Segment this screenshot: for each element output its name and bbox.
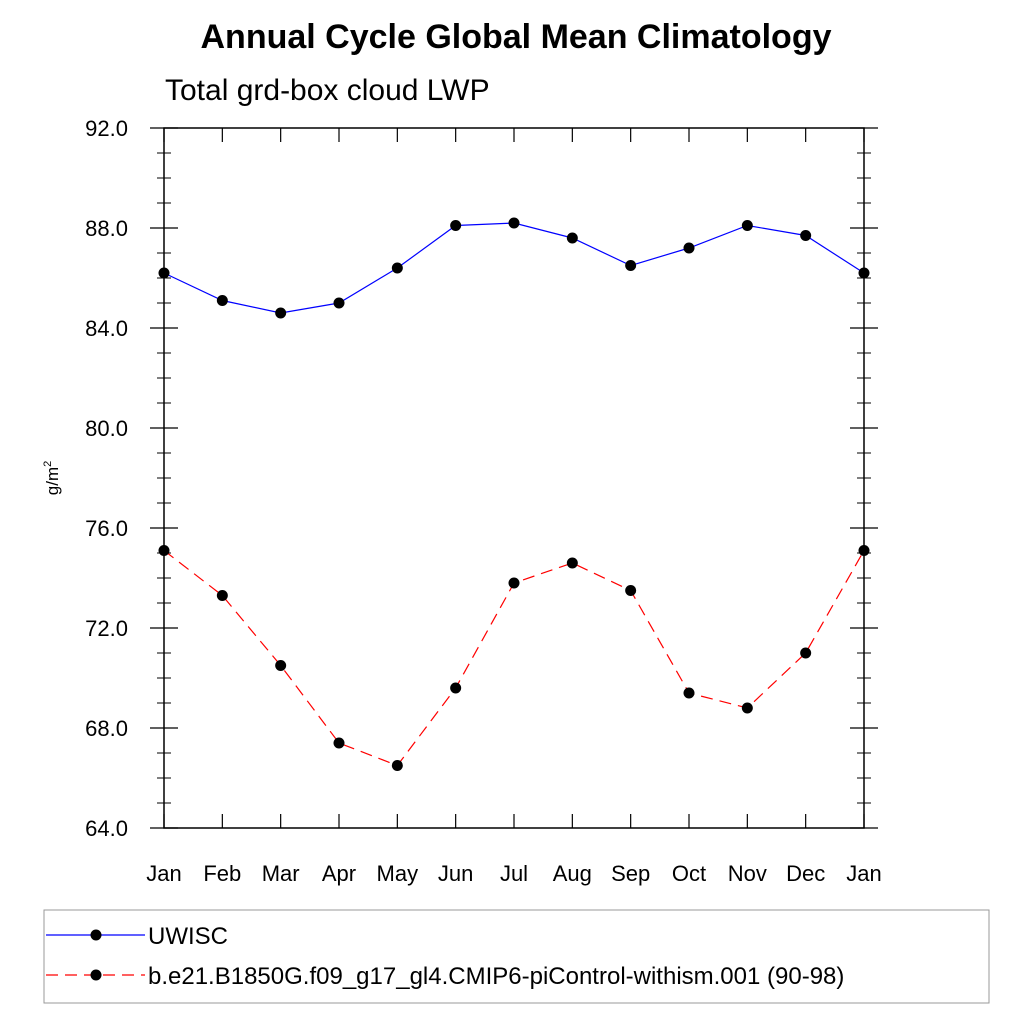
x-tick-label: Jan (146, 861, 181, 886)
data-point (625, 260, 637, 271)
legend-label: b.e21.B1850G.f09_g17_gl4.CMIP6-piControl… (148, 963, 844, 990)
x-tick-label: May (377, 861, 419, 886)
data-point (450, 220, 462, 231)
data-point (391, 262, 403, 274)
data-point (566, 232, 578, 244)
series-line (163, 222, 865, 314)
data-point (800, 230, 812, 241)
y-tick-labels: 64.0 68.0 72.0 76.0 80.0 84.0 88.0 92.0 (85, 116, 128, 841)
data-point (333, 297, 345, 309)
legend-marker (90, 969, 102, 981)
svg-text:g/m2: g/m2 (42, 461, 62, 495)
data-point (450, 682, 462, 694)
chart-title: Annual Cycle Global Mean Climatology (201, 18, 832, 56)
data-point (800, 647, 812, 659)
y-tick-label: 76.0 (85, 516, 128, 541)
y-tick-label: 84.0 (85, 316, 128, 341)
data-point (508, 577, 520, 589)
x-tick-label: Sep (611, 861, 650, 886)
y-tick-label: 88.0 (85, 216, 128, 241)
data-point (275, 660, 287, 671)
data-point (625, 585, 637, 596)
y-tick-label: 64.0 (85, 816, 128, 841)
data-point (275, 307, 287, 319)
y-tick-label: 92.0 (85, 116, 128, 141)
data-point (391, 760, 403, 771)
data-point (508, 217, 520, 229)
data-point (683, 242, 695, 254)
data-point (741, 702, 753, 714)
y-tick-label: 68.0 (85, 716, 128, 741)
series-layer (158, 217, 870, 771)
y-axis-label: g/m2 (42, 461, 62, 495)
data-point (566, 557, 578, 569)
y-tick-label: 72.0 (85, 616, 128, 641)
series-1 (158, 217, 870, 319)
legend-box (43, 909, 990, 1004)
x-tick-labels: Jan Feb Mar Apr May Jun Jul Aug Sep Oct Nov Dec Jan (146, 861, 881, 886)
x-tick-label: Oct (672, 861, 706, 886)
axis-ticks (150, 127, 878, 829)
x-tick-label: Dec (786, 861, 825, 886)
y-axis-label-superscript: 2 (42, 461, 54, 467)
legend-label: UWISC (148, 923, 228, 950)
plot-area (163, 127, 865, 829)
x-tick-label: Nov (728, 861, 767, 886)
x-tick-label: Feb (203, 861, 241, 886)
x-tick-label: Jun (438, 861, 473, 886)
x-tick-label: Aug (553, 861, 592, 886)
data-point (741, 220, 753, 231)
x-tick-label: Mar (262, 861, 300, 886)
chart-subtitle: Total grd-box cloud LWP (165, 74, 490, 107)
series-2 (158, 545, 870, 771)
data-point (216, 295, 228, 306)
x-tick-label: Jan (846, 861, 881, 886)
data-point (333, 737, 345, 749)
data-point (216, 590, 228, 601)
legend-marker (90, 929, 102, 941)
legend: UWISC b.e21.B1850G.f09_g17_gl4.CMIP6-piCo… (43, 909, 990, 1004)
x-tick-label: Jul (500, 861, 528, 886)
y-tick-label: 80.0 (85, 416, 128, 441)
x-tick-label: Apr (322, 861, 356, 886)
legend-item: UWISC (46, 923, 228, 950)
data-point (683, 687, 695, 699)
legend-item: b.e21.B1850G.f09_g17_gl4.CMIP6-piControl… (46, 963, 844, 990)
y-axis-label-base: g/m (43, 467, 62, 495)
